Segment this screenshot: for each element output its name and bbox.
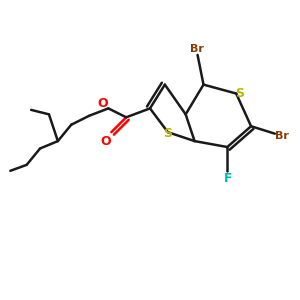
- Text: Br: Br: [275, 131, 289, 141]
- Text: S: S: [163, 127, 172, 140]
- Text: S: S: [235, 87, 244, 100]
- Text: F: F: [224, 172, 232, 185]
- Text: O: O: [97, 98, 108, 110]
- Text: O: O: [101, 135, 111, 148]
- Text: Br: Br: [190, 44, 204, 54]
